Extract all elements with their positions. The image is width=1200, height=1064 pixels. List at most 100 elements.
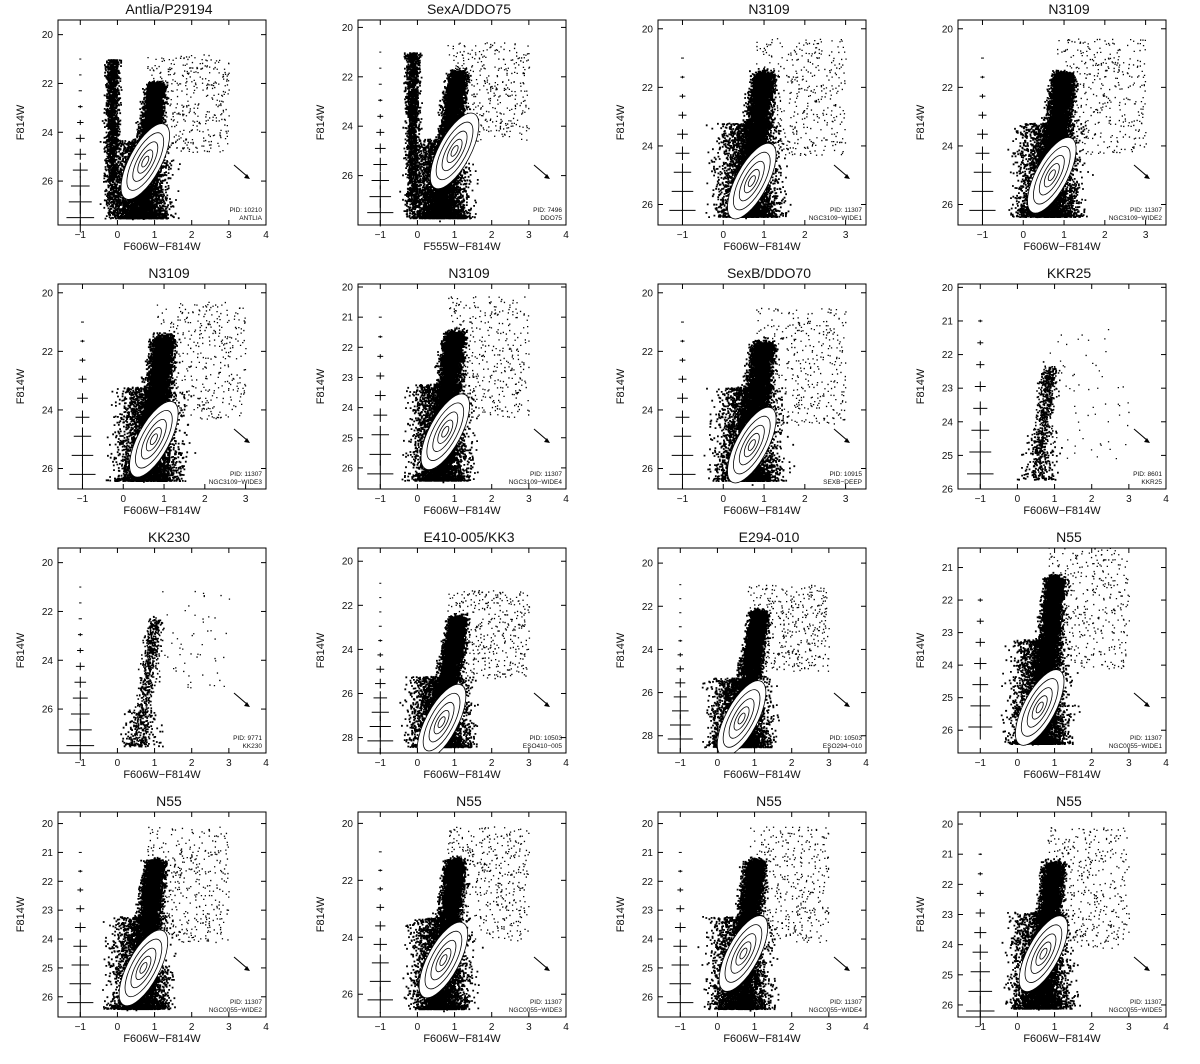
x-tick-label: 1	[752, 1022, 758, 1033]
contour-ring	[1039, 947, 1048, 960]
cmd-panel: N55 −1 0 1 2 3 4 20 21 22 23 24 25 26 F606W−F814W F814W…	[600, 792, 900, 1056]
reddening-arrow-head	[844, 702, 850, 707]
y-tick-label: 20	[642, 24, 654, 35]
x-tick-label: 3	[226, 230, 232, 241]
plot-frame	[957, 283, 1167, 490]
y-tick-label: 20	[342, 283, 354, 294]
contour-ring	[450, 145, 459, 157]
plot-frame	[57, 811, 267, 1018]
contour-ring	[140, 419, 167, 460]
error-bars	[967, 319, 994, 488]
x-tick-label: 4	[263, 230, 269, 241]
contour-ring	[735, 941, 752, 966]
density-contours	[118, 929, 169, 1007]
contour-ring	[1030, 933, 1057, 974]
reddening-arrow	[1133, 428, 1149, 442]
reddening-arrow	[533, 428, 549, 442]
x-tick-label: 0	[715, 758, 721, 769]
x-tick-label: −1	[75, 758, 87, 769]
x-axis-label: F606W−F814W	[1023, 769, 1101, 781]
y-tick-label: 22	[342, 343, 354, 354]
y-tick-label: 24	[942, 940, 954, 951]
panel-title: N55	[1056, 529, 1082, 545]
y-tick-label: 25	[642, 963, 654, 974]
star-cloud	[105, 301, 247, 483]
x-tick-label: 2	[202, 494, 208, 505]
y-tick-label: 26	[42, 464, 54, 475]
y-tick-label: 24	[642, 405, 654, 416]
x-tick-label: −1	[975, 758, 987, 769]
field-name-label: NGC3109−WIDE4	[509, 479, 563, 486]
x-tick-label: −1	[375, 494, 387, 505]
contour-ring	[135, 955, 152, 981]
x-axis-label: F606W−F814W	[423, 505, 501, 517]
x-tick-label: 2	[1089, 758, 1095, 769]
y-tick-label: 20	[42, 819, 54, 830]
y-tick-label: 26	[42, 992, 54, 1003]
cmd-panel: N55 −1 0 1 2 3 4 20 22 24 26 F606W−F814W F814W PID: 1…	[300, 792, 600, 1056]
field-name-label: NGC3109−WIDE3	[209, 479, 263, 486]
error-bars	[67, 851, 94, 1017]
x-tick-label: 3	[843, 230, 849, 241]
cmd-panel: SexA/DDO75 −1 0 1 2 3 4 20 22 24 26 F555W−F814W F814…	[300, 0, 600, 264]
x-axis-label: F606W−F814W	[723, 1033, 801, 1045]
reddening-arrow-head	[844, 438, 850, 443]
cmd-panel: N55 −1 0 1 2 3 4 21 22 23 24 25 26 F606W−F814W F814W PI…	[900, 528, 1200, 792]
y-tick-label: 20	[42, 288, 54, 299]
contour-ring	[120, 123, 170, 200]
contour-ring	[132, 141, 159, 182]
x-tick-label: 1	[152, 230, 158, 241]
y-tick-label: 26	[42, 177, 54, 188]
panel-title: SexA/DDO75	[426, 1, 512, 17]
x-tick-label: 3	[1143, 230, 1149, 241]
field-name-label: KK230	[242, 743, 262, 750]
y-tick-label: 25	[942, 970, 954, 981]
contour-ring	[432, 411, 459, 452]
x-tick-label: 2	[1102, 230, 1108, 241]
panel-title: N3109	[148, 265, 190, 281]
density-contours	[727, 142, 777, 220]
x-tick-label: 3	[1126, 758, 1132, 769]
y-tick-label: 20	[642, 819, 654, 830]
y-tick-label: 24	[42, 656, 54, 667]
contour-ring	[446, 138, 463, 164]
x-tick-label: 0	[415, 758, 421, 769]
contour-ring	[1024, 924, 1063, 983]
reddening-arrow	[833, 692, 849, 706]
x-tick-label: 3	[826, 1022, 832, 1033]
y-tick-label: 26	[342, 171, 354, 182]
field-name-label: NGC0055−WIDE4	[809, 1007, 863, 1014]
contour-ring	[422, 692, 461, 752]
x-axis-label: F606W−F814W	[723, 505, 801, 517]
reddening-arrow-head	[244, 966, 250, 971]
cmd-panel: KKR25 −1 0 1 2 3 4 20 21 22 23 24 25 26 F606W−F814W F81…	[900, 264, 1200, 528]
contour-ring	[733, 151, 771, 211]
y-tick-label: 20	[42, 558, 54, 569]
contour-ring	[1015, 669, 1065, 746]
contour-ring	[733, 706, 750, 731]
plot-frame	[357, 547, 567, 754]
contour-ring	[1027, 136, 1077, 214]
x-tick-label: 2	[489, 758, 495, 769]
x-axis-label: F606W−F814W	[1023, 1033, 1101, 1045]
density-contours	[1018, 915, 1069, 992]
contour-ring	[433, 710, 450, 735]
y-tick-label: 24	[642, 645, 654, 656]
program-id-label: PID: 11307	[530, 471, 562, 478]
contour-ring	[738, 160, 765, 202]
x-tick-label: 2	[189, 758, 195, 769]
y-tick-label: 22	[942, 880, 954, 891]
x-tick-label: 2	[489, 230, 495, 241]
y-tick-label: 21	[342, 313, 354, 324]
program-id-label: PID: 10503	[529, 735, 562, 742]
reddening-arrow	[833, 956, 849, 970]
y-tick-label: 22	[42, 79, 54, 90]
reddening-arrow-head	[544, 702, 550, 707]
y-tick-label: 22	[342, 876, 354, 887]
y-tick-label: 22	[942, 83, 954, 94]
x-tick-label: 1	[452, 1022, 458, 1033]
contour-ring	[727, 142, 777, 220]
contour-ring	[730, 933, 757, 974]
contour-ring	[1038, 155, 1065, 196]
y-tick-label: 24	[942, 661, 954, 672]
